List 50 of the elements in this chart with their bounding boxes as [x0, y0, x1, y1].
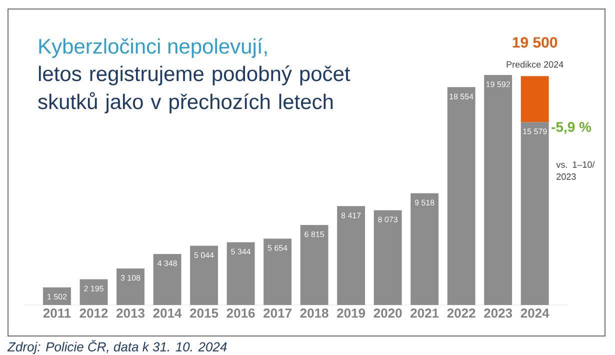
x-tick-label: 2019	[337, 308, 366, 318]
x-tick-label: 2018	[300, 308, 328, 318]
text: Zdroj: Policie ČR, data k 31. 10. 2024	[7, 340, 227, 354]
data-label: 19 592	[486, 81, 510, 88]
annotation: -5,9 %	[552, 122, 592, 134]
bar	[116, 268, 144, 305]
x-tick-label: 2017	[264, 308, 292, 318]
data-label: 3 108	[120, 274, 140, 281]
data-label: 15 579	[523, 128, 547, 134]
chart-title: Kyberzločinci nepolevují,	[39, 38, 267, 58]
x-tick-label: 2011	[43, 308, 71, 318]
data-label: 5 044	[194, 252, 214, 258]
total-label: 19 500	[512, 37, 558, 48]
data-label: 18 554	[450, 94, 474, 100]
x-tick-label: 2012	[80, 308, 108, 318]
data-label: 5 654	[268, 245, 288, 251]
annotation: vs. 1–10/ 2023	[556, 161, 595, 180]
data-label: 8 417	[341, 212, 361, 218]
data-label: 4 348	[157, 260, 177, 266]
x-tick-label: 2021	[410, 308, 439, 318]
bar	[190, 246, 218, 305]
x-tick-label: 2014	[153, 308, 182, 318]
bar	[80, 279, 108, 305]
bar	[226, 242, 255, 305]
bar	[43, 287, 71, 305]
data-label: 2 195	[84, 286, 104, 292]
x-tick-label: 2013	[116, 308, 145, 318]
x-tick-label: 2016	[226, 308, 255, 318]
bar	[520, 76, 549, 122]
chart-subtitle: letos registrujeme podobný počet skutků jako v přechozích letech	[38, 66, 350, 114]
data-label: 5 344	[231, 248, 251, 254]
bar	[300, 224, 328, 305]
x-tick-label: 2023	[484, 308, 512, 318]
bar	[337, 206, 366, 305]
data-label: 9 518	[414, 200, 434, 206]
x-tick-label: 2020	[374, 308, 402, 318]
bar	[447, 87, 476, 305]
x-tick-label: 2015	[190, 308, 218, 318]
x-tick-label: 2024	[520, 308, 550, 318]
bar	[264, 238, 292, 305]
data-label: 6 815	[304, 231, 324, 238]
bar	[520, 122, 549, 305]
bar	[484, 74, 512, 305]
annotation: Predikce 2024	[506, 61, 564, 68]
bar	[374, 210, 402, 305]
data-label: 8 073	[378, 216, 398, 222]
x-tick-label: 2022	[447, 308, 476, 318]
bar	[410, 193, 439, 305]
data-label: 1 502	[48, 294, 67, 300]
bar	[153, 254, 182, 305]
